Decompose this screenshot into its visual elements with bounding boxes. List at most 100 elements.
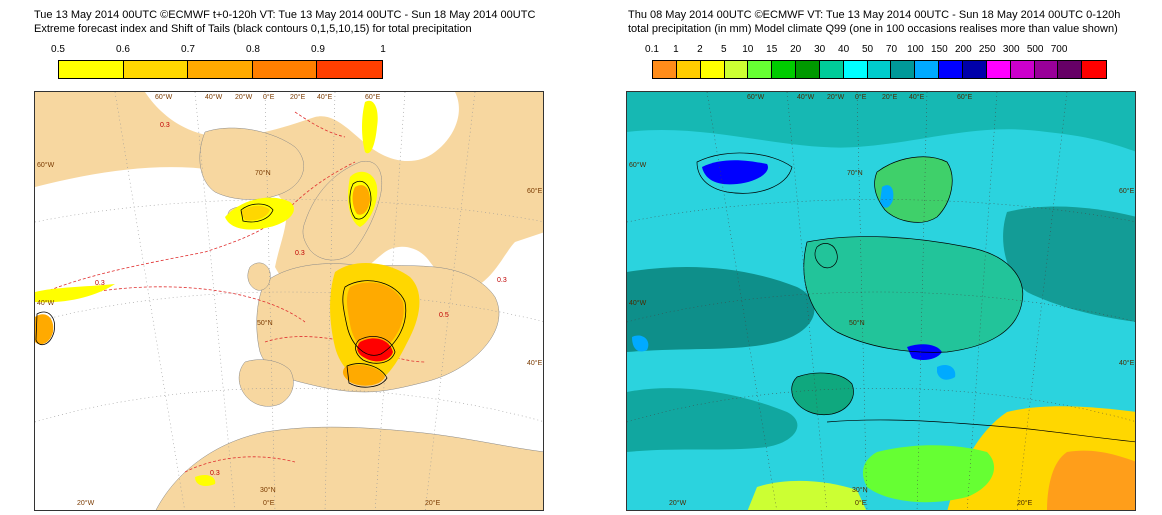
legend-label: 5 [721, 44, 727, 55]
legend-swatch [891, 61, 916, 78]
legend-swatch [819, 61, 844, 78]
coastlines [696, 152, 1135, 443]
climate-map-canvas [627, 92, 1135, 510]
legend-swatch [1010, 61, 1035, 78]
contour-label: 0.3 [295, 250, 305, 257]
high-precip-norway [880, 185, 894, 208]
latitude-label: 30°N [260, 487, 276, 494]
teal-band-north [627, 92, 1135, 152]
efi-panel: Tue 13 May 2014 00UTC ©ECMWF t+0-120h VT… [0, 0, 580, 515]
latitude-label: 70°N [847, 170, 863, 177]
efi-area-atlantic [35, 284, 115, 303]
greenland-land [199, 127, 304, 200]
climate-legend-bar [652, 60, 1107, 79]
graticule [35, 92, 543, 510]
longitude-label: 40°W [797, 94, 815, 101]
latitude-label: 40°E [1119, 360, 1135, 367]
longitude-label: 0°E [855, 94, 867, 101]
longitude-label: 20°E [425, 500, 441, 507]
legend-label: 1 [380, 44, 386, 55]
latitude-label: 60°W [629, 162, 647, 169]
efi-title-line2: Extreme forecast index and Shift of Tail… [34, 23, 472, 35]
graticule-right [627, 92, 1135, 510]
climate-title-line1: Thu 08 May 2014 00UTC ©ECMWF VT: Tue 13 … [628, 9, 1121, 21]
legend-swatch [748, 61, 773, 78]
legend-label: 700 [1050, 44, 1068, 55]
legend-label: 300 [1002, 44, 1020, 55]
legend-swatch [123, 61, 189, 78]
longitude-label: 0°E [263, 94, 275, 101]
teal-band-southwest [627, 388, 798, 452]
high-precip-greenland [702, 160, 768, 185]
legend-swatch [59, 61, 124, 78]
africa-yellow-green [747, 480, 867, 510]
teal-band-east [1003, 206, 1135, 322]
legend-label: 50 [861, 44, 874, 55]
latitude-label: 40°E [527, 360, 543, 367]
teal-band-atlantic [627, 267, 815, 352]
legend-label: 2 [697, 44, 703, 55]
green-iberia [791, 372, 854, 415]
longitude-label: 20°W [77, 500, 95, 507]
legend-label: 200 [954, 44, 972, 55]
climate-legend-labels: 0.1 1 2 5 10 15 20 30 40 50 70 100 150 200 250 300 500 70… [645, 44, 1107, 58]
latitude-label: 50°N [849, 320, 865, 327]
green-land-europe [803, 236, 1023, 353]
longitude-label: 60°W [747, 94, 765, 101]
climate-panel: Thu 08 May 2014 00UTC ©ECMWF VT: Tue 13 … [590, 0, 1162, 515]
longitude-label: 20°E [290, 94, 306, 101]
legend-label: 0.6 [116, 44, 130, 55]
legend-swatch [317, 61, 382, 78]
longitude-label: 60°E [365, 94, 381, 101]
legend-label: 40 [838, 44, 850, 55]
legend-swatch [843, 61, 868, 78]
longitude-label: 20°W [235, 94, 253, 101]
efi-legend-labels: 0.5 0.6 0.7 0.8 0.9 1 [51, 44, 386, 58]
legend-label: 0.7 [181, 44, 195, 55]
efi-map: 60°W 40°W 20°W 0°E 20°E 40°E 60°E 20°W 0°E 20°E 60… [34, 91, 544, 511]
contour-label: 0.3 [210, 470, 220, 477]
legend-label: 30 [814, 44, 826, 55]
longitude-label: 40°E [317, 94, 333, 101]
legend-swatch [724, 61, 749, 78]
legend-swatch [962, 61, 987, 78]
longitude-label: 20°W [827, 94, 845, 101]
contour-label: 0.3 [95, 280, 105, 287]
longitude-label: 40°E [909, 94, 925, 101]
high-precip-adriatic [937, 365, 956, 380]
legend-label: 250 [978, 44, 996, 55]
efi-area-africa [195, 474, 216, 486]
latitude-label: 60°E [527, 188, 543, 195]
contour-label: 0.5 [439, 312, 449, 319]
legend-swatch [252, 61, 318, 78]
legend-swatch [939, 61, 963, 78]
efi-area-central-europe-mid [346, 282, 404, 353]
legend-swatch [867, 61, 892, 78]
legend-swatch [188, 61, 253, 78]
legend-label: 1 [673, 44, 679, 55]
iberia-land [238, 359, 294, 407]
latitude-label: 60°W [37, 162, 55, 169]
efi-legend-bar [58, 60, 383, 79]
latitude-label: 30°N [852, 487, 868, 494]
legend-label: 15 [766, 44, 778, 55]
longitude-label: 60°E [957, 94, 973, 101]
legend-label: 0.8 [246, 44, 260, 55]
legend-swatch [700, 61, 725, 78]
latitude-label: 40°W [37, 300, 55, 307]
sot-contours [35, 180, 407, 388]
legend-label: 0.5 [51, 44, 65, 55]
legend-label: 70 [885, 44, 898, 55]
legend-label: 150 [931, 44, 948, 55]
efi-shading [35, 100, 420, 486]
legend-label: 500 [1026, 44, 1044, 55]
efi-title-line1: Tue 13 May 2014 00UTC ©ECMWF t+0-120h VT… [34, 9, 536, 21]
legend-swatch [676, 61, 701, 78]
latitude-label: 50°N [257, 320, 273, 327]
legend-swatch [1058, 61, 1083, 78]
efi-area-balkans-south [342, 365, 385, 386]
arctic-sea-area [145, 92, 459, 162]
high-precip-atlantic [632, 335, 649, 352]
legend-label: 20 [790, 44, 802, 55]
longitude-label: 40°W [205, 94, 223, 101]
